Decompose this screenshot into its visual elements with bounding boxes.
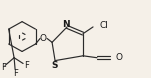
Text: O: O [115, 53, 122, 62]
Text: O: O [40, 34, 47, 43]
Text: Cl: Cl [99, 21, 108, 29]
Text: N: N [62, 20, 70, 29]
Text: F: F [1, 63, 6, 72]
Text: S: S [52, 61, 58, 70]
Text: F: F [24, 61, 29, 70]
Text: F: F [13, 69, 18, 78]
